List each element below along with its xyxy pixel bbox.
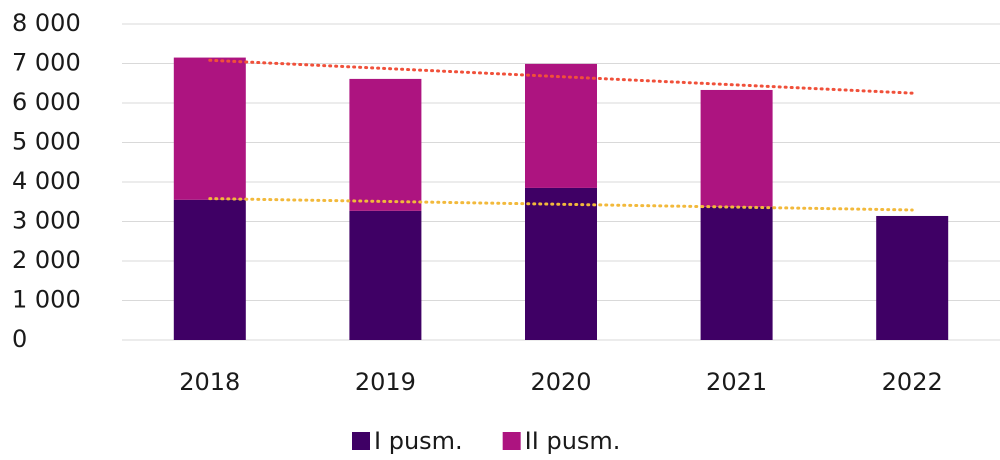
bar-segment xyxy=(525,63,597,188)
y-tick-label: 0 xyxy=(12,325,27,353)
bar-segment xyxy=(349,78,422,211)
y-tick-label: 4 000 xyxy=(12,167,81,195)
y-tick-label: 7 000 xyxy=(12,49,81,77)
y-tick-label: 3 000 xyxy=(12,207,81,235)
x-tick-label: 2021 xyxy=(706,368,767,396)
x-tick-label: 2022 xyxy=(882,368,943,396)
x-tick-label: 2018 xyxy=(179,368,240,396)
bar-segment xyxy=(173,199,246,340)
bar-segment xyxy=(525,187,597,340)
legend-label: II pusm. xyxy=(525,427,621,455)
bar-segment xyxy=(349,210,422,340)
x-tick-label: 2019 xyxy=(355,368,416,396)
bar-segment xyxy=(173,57,246,200)
y-tick-label: 1 000 xyxy=(12,286,81,314)
bar-segment xyxy=(700,89,773,207)
bar-segment xyxy=(700,206,773,340)
x-tick-label: 2020 xyxy=(530,368,591,396)
y-tick-label: 6 000 xyxy=(12,88,81,116)
legend-swatch xyxy=(352,432,370,450)
legend-label: I pusm. xyxy=(374,427,463,455)
y-tick-label: 5 000 xyxy=(12,128,81,156)
bar-segment xyxy=(876,215,949,340)
y-tick-label: 8 000 xyxy=(12,9,81,37)
y-tick-label: 2 000 xyxy=(12,246,81,274)
legend-swatch xyxy=(502,432,521,450)
